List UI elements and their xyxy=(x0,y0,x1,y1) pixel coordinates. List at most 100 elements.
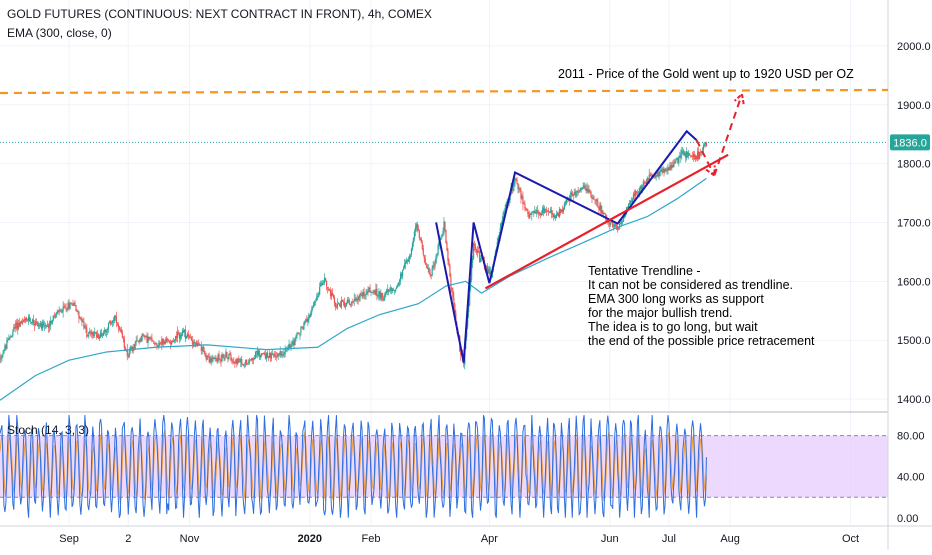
stoch-k-line xyxy=(0,414,707,518)
candle-body xyxy=(108,321,111,323)
candle-body xyxy=(134,343,136,350)
candle-body xyxy=(640,186,642,190)
candle-body xyxy=(74,302,76,306)
candle-body xyxy=(530,213,532,215)
candle-body xyxy=(71,303,73,305)
candle-body xyxy=(269,352,271,359)
candle-body xyxy=(386,289,388,293)
candle-body xyxy=(448,260,450,265)
candle-body xyxy=(46,324,48,326)
candle-body xyxy=(14,326,16,328)
candle-body xyxy=(264,355,267,359)
candle-body xyxy=(209,358,211,363)
candle-body xyxy=(597,202,599,208)
candle-body xyxy=(254,352,257,359)
candle-body xyxy=(170,343,172,345)
candle-body xyxy=(441,234,443,237)
candle-body xyxy=(534,211,536,214)
stoch-axis-ticks[interactable]: 0.00 40.00 80.00 xyxy=(897,431,925,525)
candle-body xyxy=(279,351,281,356)
candle-body xyxy=(429,273,431,276)
candle-body xyxy=(415,224,417,229)
candle-body xyxy=(372,292,374,293)
candle-body xyxy=(271,353,273,355)
candle-body xyxy=(116,323,119,325)
price-tick-label: 1600.0 xyxy=(897,276,931,288)
candle-body xyxy=(112,320,115,322)
candle-body xyxy=(528,214,530,218)
candle-body xyxy=(569,196,571,201)
candle-body xyxy=(256,350,259,356)
candle-body xyxy=(686,151,688,158)
candle-body xyxy=(318,293,320,298)
candle-body xyxy=(315,300,317,302)
candle-body xyxy=(93,334,95,337)
candle-body xyxy=(685,153,687,159)
candle-body xyxy=(595,199,597,201)
tentative-trendline[interactable] xyxy=(484,153,729,290)
candle-body xyxy=(646,177,648,185)
candle-body xyxy=(124,347,126,350)
projection-arrows[interactable] xyxy=(695,92,745,178)
candle-body xyxy=(75,305,77,311)
candle-body xyxy=(615,224,617,226)
candle-body xyxy=(98,334,100,339)
candle-body xyxy=(333,297,336,304)
candle-body xyxy=(641,186,643,190)
candle-body xyxy=(535,211,537,214)
candle-body xyxy=(322,283,324,286)
candle-body xyxy=(122,337,124,339)
resistance-line-1920[interactable] xyxy=(0,88,889,95)
candle-body xyxy=(18,322,20,327)
candle-body xyxy=(350,302,352,306)
candle-body xyxy=(230,354,232,361)
time-axis-ticks[interactable]: Sep 2 Nov 2020 Feb Apr Jun Jul Aug Oct xyxy=(59,533,859,545)
candle-body xyxy=(604,212,606,214)
candle-body xyxy=(259,355,262,357)
price-axis-ticks[interactable]: 1400.0 1500.0 1600.0 1700.0 1800.0 1900.0 2000… xyxy=(897,41,931,406)
candle-body xyxy=(155,343,157,345)
candle-body xyxy=(596,199,598,203)
candle-body xyxy=(126,349,128,356)
candle-body xyxy=(137,340,139,342)
candle-body xyxy=(320,283,322,287)
candle-body xyxy=(357,299,359,301)
candle-body xyxy=(334,303,337,308)
candle-body xyxy=(23,319,25,322)
candle-body xyxy=(177,332,179,338)
candle-body xyxy=(233,361,235,363)
candle-body xyxy=(636,192,638,194)
annotation-trendline-note: Tentative Trendline - It can not be cons… xyxy=(588,264,815,348)
candle-body xyxy=(52,315,54,321)
candle-body xyxy=(571,192,573,196)
stoch-tick-label: 40.00 xyxy=(897,472,925,484)
candle-body xyxy=(211,357,213,362)
candle-body xyxy=(77,311,79,313)
candle-body xyxy=(427,268,429,270)
candle-body xyxy=(129,349,131,352)
candle-body xyxy=(181,330,184,336)
candle-body xyxy=(388,291,390,292)
candle-body xyxy=(533,210,535,214)
candle-body xyxy=(65,308,67,311)
candle-body xyxy=(92,332,94,336)
candle-body xyxy=(486,266,489,273)
candle-body xyxy=(27,320,29,322)
annotation-line-4: for the major bullish trend. xyxy=(588,306,733,320)
candle-body xyxy=(28,316,30,321)
candle-body xyxy=(304,320,306,324)
candle-body xyxy=(16,322,18,329)
candle-body xyxy=(558,209,561,217)
candle-body xyxy=(219,358,221,360)
ema-300-line[interactable] xyxy=(0,177,707,401)
price-pattern-drawing[interactable] xyxy=(435,129,698,363)
candle-body xyxy=(302,327,304,330)
candle-body xyxy=(328,289,331,291)
candle-body xyxy=(190,337,193,341)
candle-body xyxy=(627,204,630,209)
candle-body xyxy=(555,214,558,219)
candle-body xyxy=(100,333,102,337)
time-tick-label: 2 xyxy=(125,533,131,545)
